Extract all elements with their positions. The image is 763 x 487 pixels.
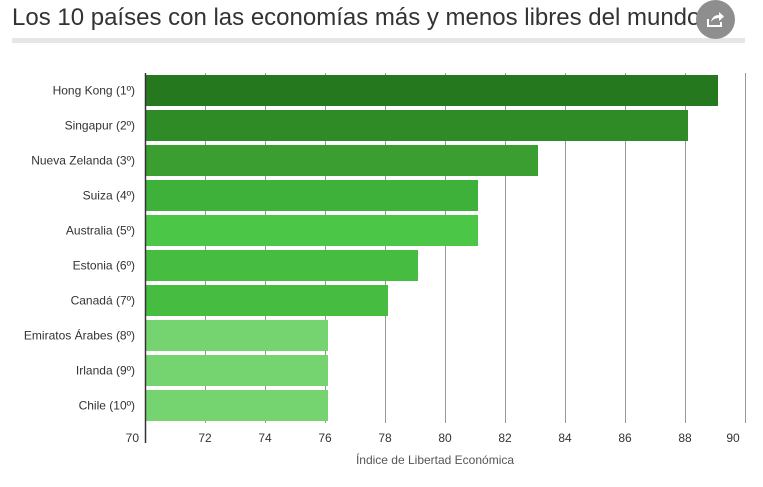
- x-tick-label: 84: [558, 431, 572, 445]
- bar: [145, 390, 328, 421]
- share-icon: [707, 12, 724, 27]
- bar: [145, 145, 538, 176]
- x-tick-label: 70: [126, 431, 140, 445]
- category-label: Canadá (7º): [71, 294, 135, 308]
- category-label: Suiza (4º): [83, 189, 135, 203]
- x-axis-title: Índice de Libertad Económica: [356, 452, 514, 467]
- x-tick-label: 86: [618, 431, 632, 445]
- bar: [145, 250, 418, 281]
- category-label: Emiratos Árabes (8º): [24, 328, 135, 343]
- x-tick-label: 74: [258, 431, 272, 445]
- bar: [145, 320, 328, 351]
- chart-title: Los 10 países con las economías más y me…: [12, 4, 701, 31]
- category-label: Chile (10º): [79, 399, 135, 413]
- bar: [145, 110, 688, 141]
- x-tick-label: 82: [498, 431, 512, 445]
- bar: [145, 75, 718, 106]
- category-label: Irlanda (9º): [76, 364, 135, 378]
- category-label: Singapur (2º): [65, 119, 135, 133]
- x-tick-label: 88: [678, 431, 692, 445]
- category-label: Hong Kong (1º): [53, 84, 135, 98]
- category-label: Nueva Zelanda (3º): [31, 154, 135, 168]
- x-tick-label: 72: [198, 431, 212, 445]
- x-tick-label: 78: [378, 431, 392, 445]
- share-button[interactable]: [696, 0, 735, 39]
- category-label: Estonia (6º): [73, 259, 135, 273]
- bar: [145, 215, 478, 246]
- x-tick-label: 90: [726, 431, 740, 445]
- title-divider: [12, 38, 745, 43]
- bar: [145, 355, 328, 386]
- category-label: Australia (5º): [66, 224, 135, 238]
- bar: [145, 180, 478, 211]
- bar: [145, 285, 388, 316]
- x-tick-label: 80: [438, 431, 452, 445]
- x-tick-label: 76: [318, 431, 332, 445]
